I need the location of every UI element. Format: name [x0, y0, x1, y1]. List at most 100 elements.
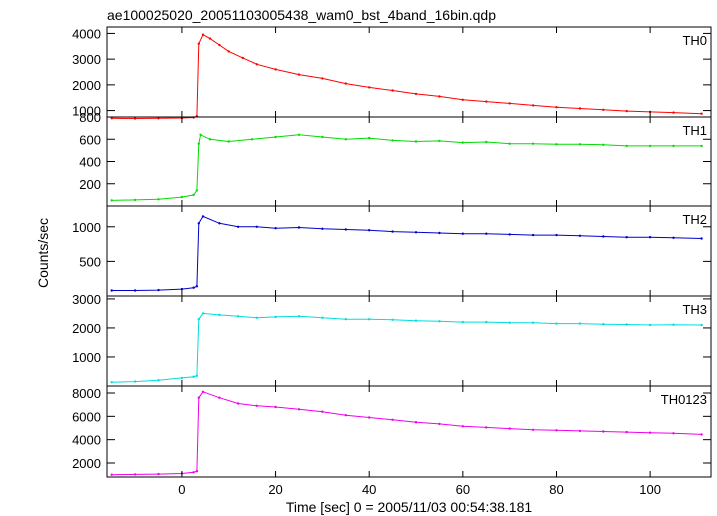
- data-point: [602, 143, 605, 146]
- data-point: [438, 422, 441, 426]
- data-point: [227, 140, 230, 143]
- data-point: [110, 117, 113, 120]
- x-tick-label: 40: [362, 482, 376, 497]
- y-tick-label: 6000: [72, 409, 101, 424]
- data-point: [461, 98, 464, 102]
- data-point: [368, 318, 371, 321]
- data-point: [578, 107, 582, 110]
- data-point: [208, 138, 212, 141]
- y-tick-label: 4000: [72, 26, 101, 41]
- data-point: [414, 421, 418, 424]
- data-point: [133, 117, 137, 120]
- data-point: [199, 133, 202, 136]
- data-point: [461, 232, 464, 235]
- data-point: [485, 100, 488, 103]
- x-tick-label: 80: [549, 482, 563, 497]
- data-point: [555, 143, 558, 146]
- data-point: [414, 92, 418, 96]
- data-point: [700, 112, 703, 115]
- data-point: [438, 139, 441, 143]
- data-point: [195, 470, 199, 473]
- data-point: [602, 235, 605, 238]
- data-point: [672, 432, 675, 435]
- panel-th3: 1000 2000 3000 TH3: [72, 292, 712, 387]
- panel-label: TH1: [682, 123, 707, 138]
- y-axis-label: Counts/sec: [35, 218, 51, 288]
- y-tick-label: 800: [79, 110, 101, 125]
- data-point: [672, 111, 675, 114]
- data-point: [625, 144, 628, 148]
- data-point: [555, 233, 558, 237]
- data-point: [195, 374, 199, 377]
- data-point: [274, 135, 277, 139]
- data-point: [236, 402, 240, 405]
- data-point: [672, 236, 675, 239]
- data-point: [344, 228, 347, 231]
- data-point: [508, 102, 511, 105]
- data-point: [250, 138, 254, 141]
- data-point: [578, 234, 582, 237]
- data-point: [344, 318, 347, 321]
- y-tick-label: 2000: [72, 456, 101, 471]
- data-point: [700, 433, 703, 436]
- x-tick-label: 60: [456, 482, 470, 497]
- data-point: [508, 427, 511, 430]
- data-point: [461, 141, 464, 144]
- data-point: [438, 95, 441, 98]
- data-point: [218, 222, 221, 225]
- data-point: [197, 222, 200, 225]
- data-point: [555, 106, 558, 109]
- data-point: [255, 225, 258, 228]
- data-point: [157, 472, 160, 476]
- data-point: [157, 288, 160, 292]
- data-point: [157, 379, 160, 382]
- y-tick-label: 1000: [72, 220, 101, 235]
- data-point: [255, 316, 258, 319]
- data-point: [414, 319, 418, 322]
- data-point: [110, 289, 113, 292]
- data-point: [485, 232, 488, 235]
- data-point: [344, 82, 347, 85]
- data-point: [133, 198, 137, 202]
- data-point: [110, 381, 113, 384]
- data-point: [321, 227, 324, 230]
- data-point: [241, 56, 244, 60]
- data-point: [180, 287, 184, 291]
- y-tick-label: 4000: [72, 433, 101, 448]
- y-tick-label: 600: [79, 132, 101, 147]
- data-point: [297, 408, 301, 411]
- chart-title: ae100025020_20051103005438_wam0_bst_4ban…: [107, 7, 496, 23]
- series-line-th2: [111, 215, 702, 291]
- data-point: [236, 225, 240, 228]
- y-tick-label: 2000: [72, 78, 101, 93]
- data-point: [227, 50, 230, 53]
- data-point: [321, 77, 324, 80]
- x-tick-label: 20: [268, 482, 282, 497]
- data-point: [195, 285, 199, 288]
- data-point: [414, 140, 418, 143]
- y-tick-label: 1000: [72, 350, 101, 365]
- data-point: [201, 312, 205, 315]
- data-point: [648, 431, 652, 434]
- panel-label: TH0: [682, 33, 707, 48]
- data-point: [602, 108, 605, 112]
- data-point: [110, 199, 113, 202]
- panel-label: TH0123: [661, 392, 707, 407]
- data-point: [531, 233, 535, 237]
- series-line-th0123: [111, 391, 702, 476]
- y-tick-label: 3000: [72, 292, 101, 307]
- data-point: [110, 473, 113, 476]
- series-line-th1: [111, 134, 702, 201]
- data-point: [700, 237, 703, 240]
- data-point: [438, 231, 441, 235]
- data-point: [531, 142, 535, 145]
- data-point: [391, 230, 394, 233]
- data-point: [297, 226, 301, 229]
- panel-th0: 1000 2000 3000 4000 TH0: [72, 26, 712, 120]
- x-axis-label: Time [sec] 0 = 2005/11/03 00:54:38.181: [286, 499, 533, 515]
- panel-label: TH3: [682, 302, 707, 317]
- panel-frame: [106, 385, 712, 478]
- data-point: [208, 37, 212, 40]
- data-point: [297, 315, 301, 318]
